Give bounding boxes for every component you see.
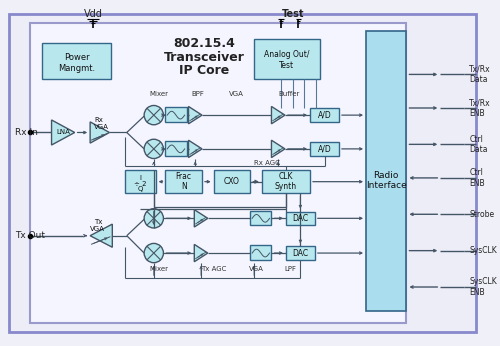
Text: Power: Power <box>64 53 90 62</box>
Polygon shape <box>194 210 208 227</box>
Bar <box>125 170 156 193</box>
Bar <box>286 212 315 225</box>
Bar <box>310 108 339 122</box>
Text: VGA: VGA <box>90 226 106 232</box>
Text: A/D: A/D <box>318 144 332 153</box>
Text: Mangmt.: Mangmt. <box>58 64 95 73</box>
Text: VGA: VGA <box>94 124 109 130</box>
Polygon shape <box>188 107 202 124</box>
Circle shape <box>144 209 164 228</box>
Text: Buffer: Buffer <box>278 91 299 97</box>
Text: Tx: Tx <box>94 219 102 225</box>
Text: ÷ 2: ÷ 2 <box>134 181 146 186</box>
Bar <box>42 43 112 80</box>
Polygon shape <box>272 140 285 157</box>
Text: IP Core: IP Core <box>179 64 229 77</box>
Text: LPF: LPF <box>285 266 297 272</box>
Text: Tx Out: Tx Out <box>15 231 45 240</box>
Text: Rx In: Rx In <box>15 128 38 137</box>
Bar <box>166 107 186 122</box>
Text: Analog Out/: Analog Out/ <box>264 50 310 59</box>
Text: Test: Test <box>282 9 304 19</box>
Bar <box>366 31 406 311</box>
Polygon shape <box>90 224 112 247</box>
Text: Mixer: Mixer <box>149 91 168 97</box>
Text: Tx/Rx
Data: Tx/Rx Data <box>469 65 491 84</box>
Text: DAC: DAC <box>292 214 308 223</box>
Text: Ctrl
ENB: Ctrl ENB <box>469 168 485 188</box>
Bar <box>262 170 310 193</box>
Circle shape <box>144 106 164 125</box>
Text: Ctrl
Data: Ctrl Data <box>469 135 488 154</box>
Text: SysCLK: SysCLK <box>469 246 497 255</box>
Text: Transceiver: Transceiver <box>164 51 244 64</box>
Text: I: I <box>140 175 141 181</box>
Polygon shape <box>188 140 202 157</box>
Polygon shape <box>52 120 74 145</box>
Text: Interface: Interface <box>366 181 406 190</box>
Bar <box>286 246 315 260</box>
Text: CLK
Synth: CLK Synth <box>275 172 297 191</box>
Polygon shape <box>90 122 110 143</box>
Text: A/D: A/D <box>318 111 332 120</box>
Text: Strobe: Strobe <box>469 210 494 219</box>
Bar <box>166 141 186 156</box>
Bar <box>254 39 320 80</box>
Circle shape <box>144 244 164 263</box>
Text: VGA: VGA <box>248 266 264 272</box>
Text: Q: Q <box>138 186 143 192</box>
Text: Tx AGC: Tx AGC <box>201 266 226 272</box>
Polygon shape <box>272 107 285 124</box>
Text: Tx/Rx
ENB: Tx/Rx ENB <box>469 98 491 118</box>
Bar <box>214 170 250 193</box>
Text: Mixer: Mixer <box>149 266 168 272</box>
Text: CXO: CXO <box>224 177 240 186</box>
Text: Radio: Radio <box>374 171 399 180</box>
Text: Frac
N: Frac N <box>176 172 192 191</box>
Bar <box>250 211 272 225</box>
Bar <box>30 24 406 322</box>
Text: Test: Test <box>280 62 294 71</box>
Text: VGA: VGA <box>230 91 244 97</box>
Text: Vdd: Vdd <box>84 9 102 19</box>
Text: LNA: LNA <box>56 129 70 136</box>
Text: SysCLK
ENB: SysCLK ENB <box>469 277 497 297</box>
Bar <box>310 142 339 156</box>
Text: Rx: Rx <box>94 117 103 123</box>
Text: 802.15.4: 802.15.4 <box>173 37 235 50</box>
Bar <box>166 170 202 193</box>
Circle shape <box>144 139 164 158</box>
Text: Rx AGC: Rx AGC <box>254 160 280 166</box>
Bar <box>250 245 272 260</box>
Text: DAC: DAC <box>292 248 308 257</box>
Polygon shape <box>194 244 208 262</box>
Text: BPF: BPF <box>192 91 204 97</box>
